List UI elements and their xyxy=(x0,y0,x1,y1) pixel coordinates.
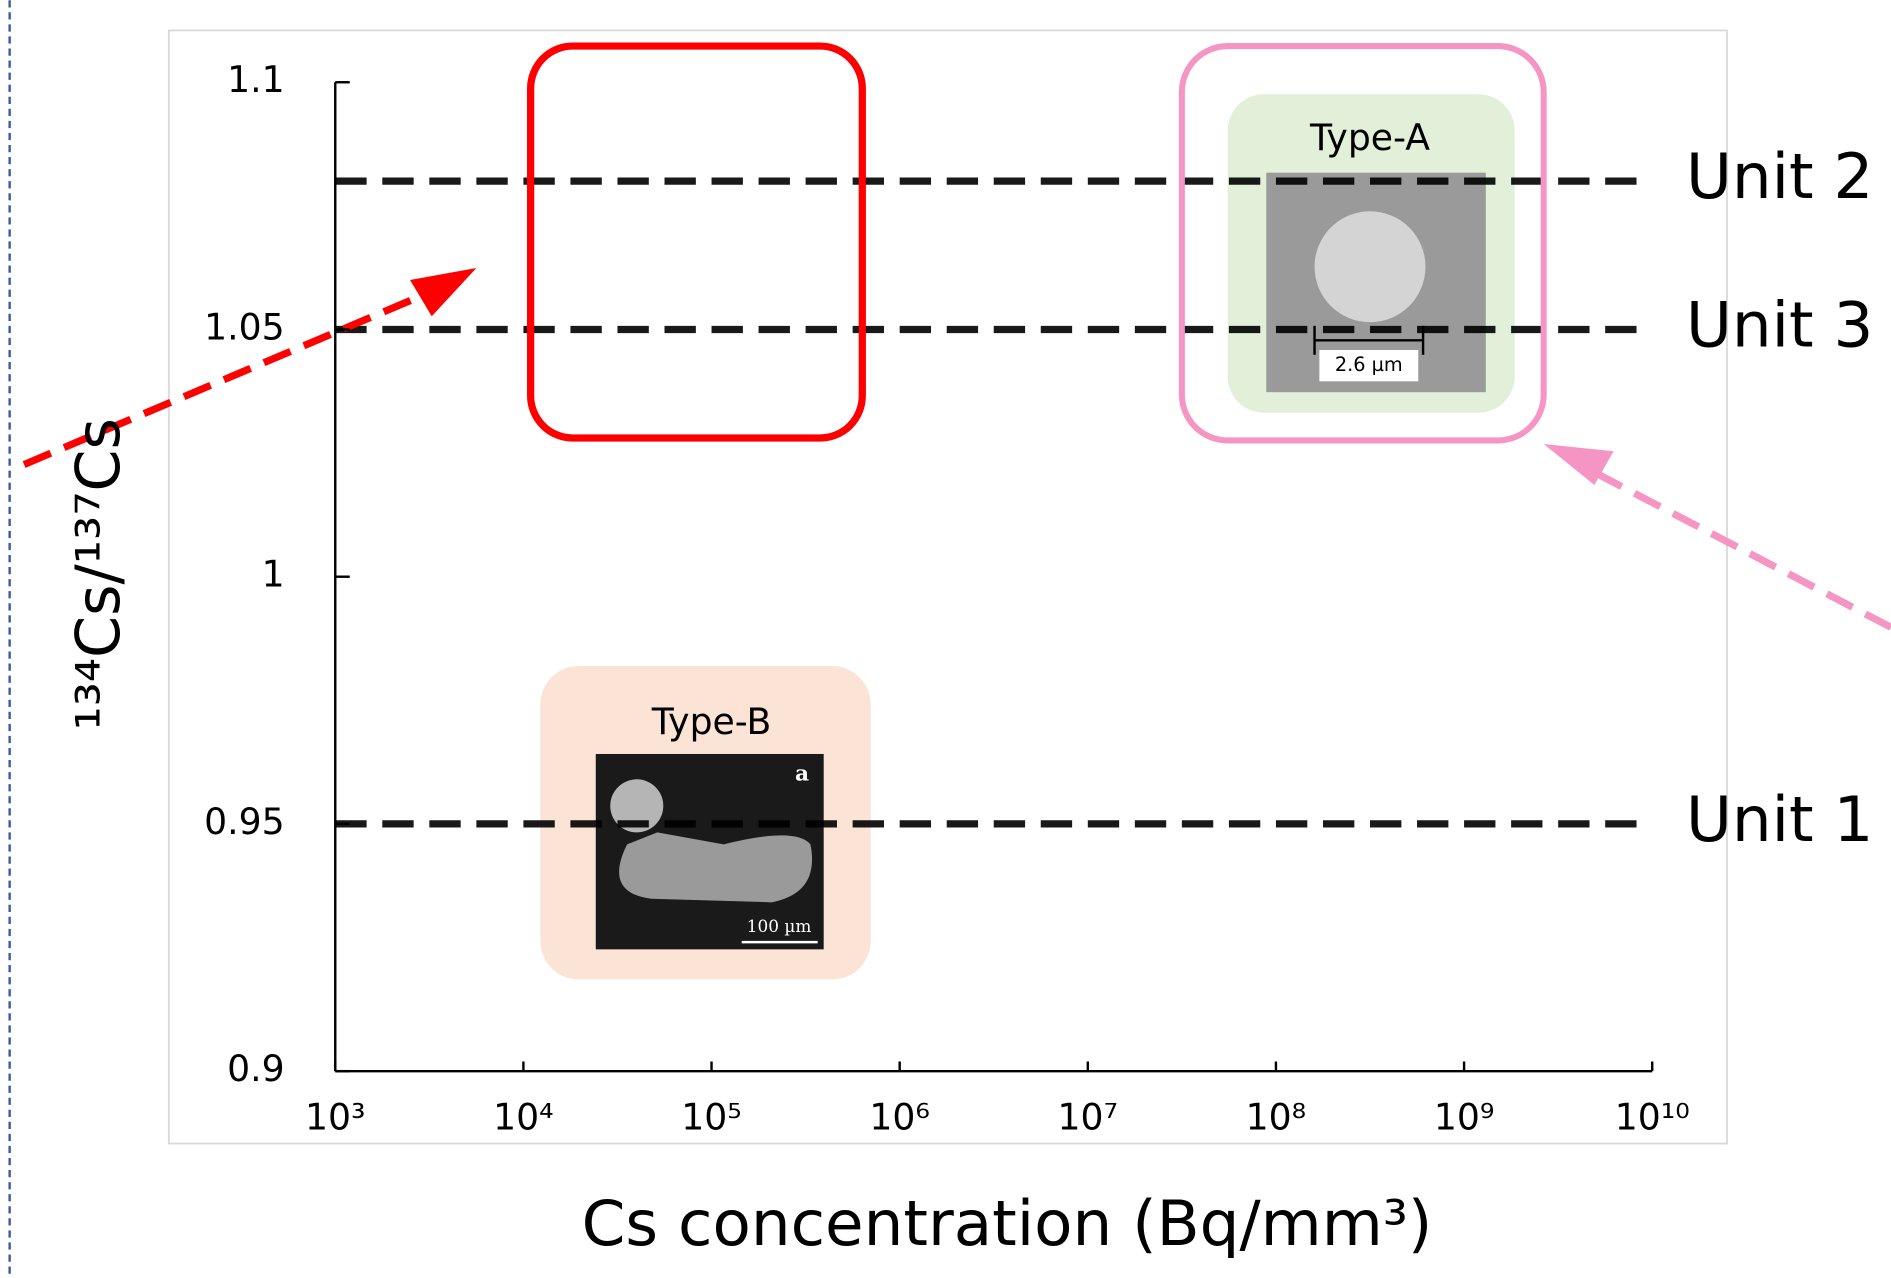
x-tick-label: 10⁴ xyxy=(493,1095,554,1138)
x-axis-label: Cs concentration (Bq/mm³) xyxy=(582,1187,1433,1260)
highlight-box xyxy=(531,46,863,438)
y-tick-label: 1.1 xyxy=(227,58,285,101)
x-tick-label: 10⁵ xyxy=(681,1095,742,1138)
series-label: Unit 1 xyxy=(1686,783,1873,856)
series-label: Unit 2 xyxy=(1686,140,1873,213)
series-label: Unit 3 xyxy=(1686,289,1873,362)
y-tick-label: 1 xyxy=(262,553,285,596)
x-tick-label: 10¹⁰ xyxy=(1615,1095,1690,1138)
x-tick-label: 10⁹ xyxy=(1434,1095,1495,1138)
arrowhead xyxy=(410,268,476,316)
x-tick-label: 10⁶ xyxy=(869,1095,930,1138)
x-tick-label: 10⁸ xyxy=(1246,1095,1307,1138)
x-tick-label: 10³ xyxy=(305,1095,366,1138)
chart: Type-A 2.6 µm Type-B a 100 µm Cs concent… xyxy=(0,0,1891,1274)
background-layer xyxy=(540,94,1514,979)
arrow xyxy=(1598,474,1891,627)
particle xyxy=(1315,211,1426,322)
y-tick-label: 0.95 xyxy=(204,800,285,843)
y-axis-label: ¹³⁴Cs/¹³⁷Cs xyxy=(64,418,134,730)
annotation: 100 µm xyxy=(747,916,812,936)
annotation: 2.6 µm xyxy=(1335,353,1403,376)
annotation: Type-A xyxy=(1309,116,1430,159)
annotation: Type-B xyxy=(651,700,772,743)
y-tick-label: 1.05 xyxy=(204,305,285,348)
annotation: a xyxy=(795,761,809,786)
x-tick-label: 10⁷ xyxy=(1058,1095,1119,1138)
y-tick-label: 0.9 xyxy=(227,1047,285,1090)
